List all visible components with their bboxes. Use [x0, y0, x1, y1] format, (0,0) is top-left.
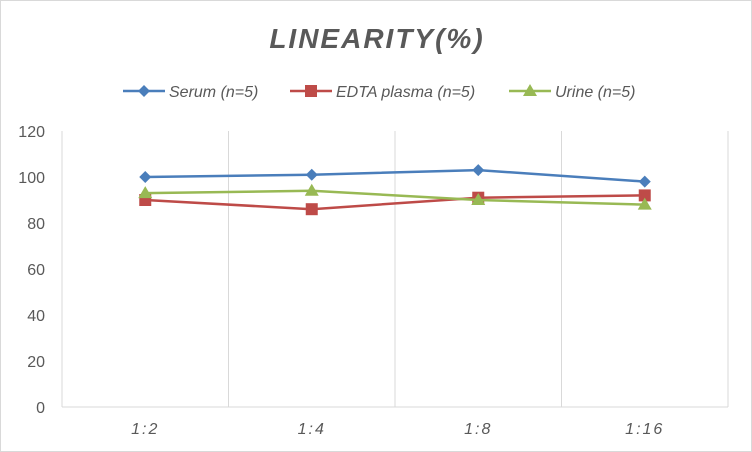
- legend-label: Urine (n=5): [555, 84, 635, 101]
- x-axis: 1:2 1:4 1:8 1:16: [131, 421, 664, 438]
- y-tick-label: 80: [27, 216, 45, 233]
- x-tick-label: 1:4: [298, 421, 326, 438]
- x-tick-label: 1:16: [625, 421, 664, 438]
- data-point-triangle: [471, 193, 486, 205]
- series-0: [139, 164, 651, 188]
- y-tick-label: 100: [18, 170, 45, 187]
- y-tick-label: 20: [27, 354, 45, 371]
- chart-title: LINEARITY(%): [269, 23, 484, 54]
- legend-item: Serum (n=5): [123, 84, 258, 101]
- data-point-diamond: [139, 171, 152, 183]
- y-tick-label: 120: [18, 124, 45, 141]
- legend-swatch-marker: [138, 85, 150, 97]
- legend-label: EDTA plasma (n=5): [336, 84, 475, 101]
- series-line: [145, 194, 645, 211]
- data-point-diamond: [305, 168, 318, 181]
- data-point-square: [638, 189, 651, 202]
- x-tick-label: 1:2: [131, 421, 159, 438]
- legend-item: Urine (n=5): [509, 84, 635, 101]
- y-tick-label: 40: [27, 308, 45, 325]
- data-point-diamond: [472, 164, 485, 177]
- legend: Serum (n=5) EDTA plasma (n=5) Urine (n=5): [123, 84, 635, 101]
- data-point-triangle: [637, 197, 652, 210]
- x-tick-label: 1:8: [464, 421, 492, 438]
- legend-swatch-marker: [523, 84, 537, 96]
- series-2: [138, 183, 652, 210]
- data-point-diamond: [638, 175, 651, 188]
- legend-swatch-marker: [305, 85, 317, 97]
- data-point-triangle: [304, 183, 319, 196]
- data-point-square: [305, 203, 318, 216]
- y-tick-label: 0: [36, 400, 45, 417]
- y-axis: 0 20 40 60 80 100 120: [18, 124, 45, 417]
- series-line: [145, 189, 645, 206]
- legend-item: EDTA plasma (n=5): [290, 84, 475, 101]
- data-point-triangle: [138, 186, 153, 199]
- series-group: [138, 164, 652, 216]
- y-tick-label: 60: [27, 262, 45, 279]
- legend-label: Serum (n=5): [169, 84, 258, 101]
- series-line: [145, 168, 645, 183]
